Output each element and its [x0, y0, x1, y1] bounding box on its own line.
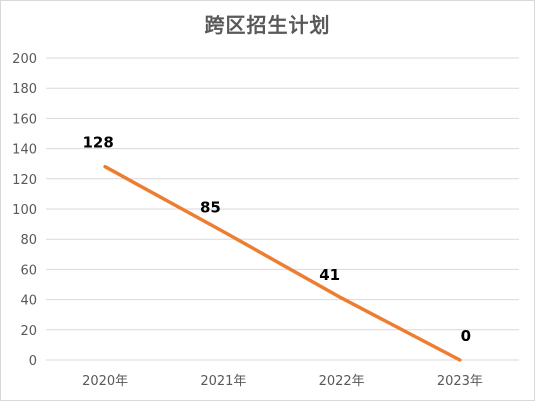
- y-tick-label: 20: [20, 324, 37, 339]
- data-label: 128: [82, 134, 113, 152]
- data-label: 0: [461, 327, 471, 345]
- x-tick-label: 2020年: [82, 374, 128, 389]
- series-line: [103, 164, 462, 362]
- y-tick-label: 140: [12, 143, 37, 158]
- y-tick-label: 80: [20, 233, 37, 248]
- x-tick-label: 2022年: [319, 374, 365, 389]
- y-tick-label: 40: [20, 294, 37, 309]
- y-tick-label: 160: [12, 112, 37, 127]
- y-tick-label: 0: [29, 354, 37, 369]
- y-tick-label: 120: [12, 173, 37, 188]
- y-tick-label: 60: [20, 263, 37, 278]
- y-tick-label: 180: [12, 82, 37, 97]
- data-label: 41: [319, 266, 340, 284]
- data-label: 85: [200, 199, 221, 217]
- x-tick-label: 2023年: [437, 374, 483, 389]
- y-tick-label: 100: [12, 203, 37, 218]
- x-tick-label: 2021年: [200, 374, 246, 389]
- y-tick-label: 200: [12, 52, 37, 67]
- chart-title: 跨区招生计划: [204, 13, 331, 37]
